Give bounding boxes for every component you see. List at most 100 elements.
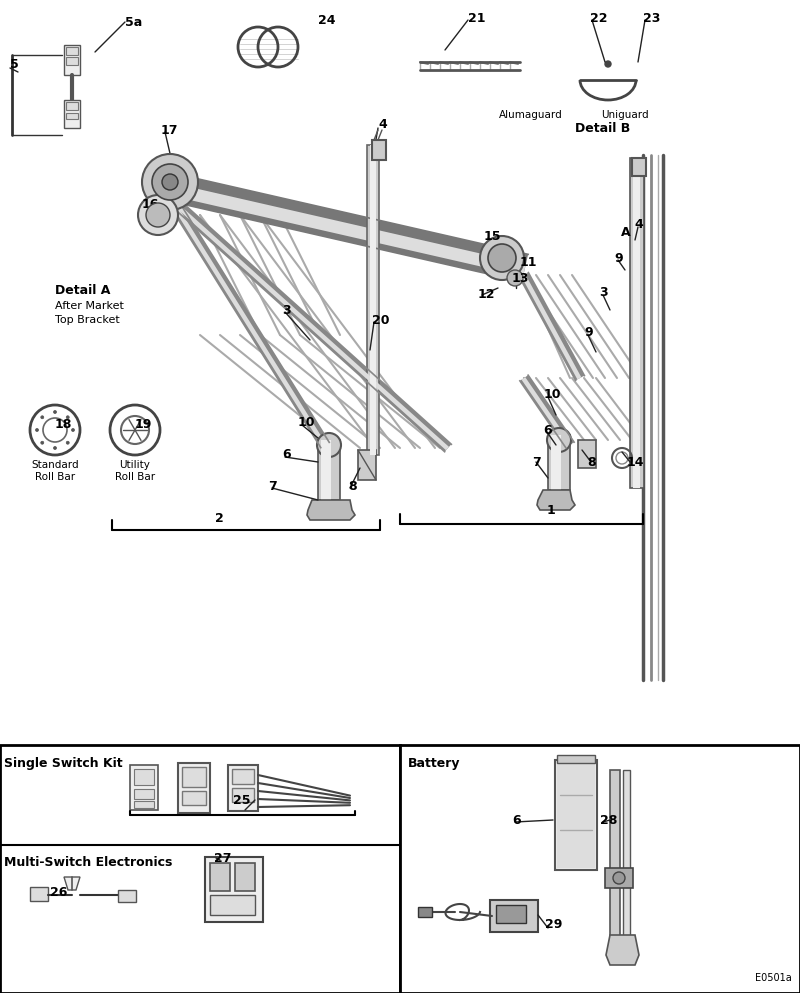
Text: Multi-Switch Electronics: Multi-Switch Electronics — [4, 857, 172, 870]
Text: 8: 8 — [348, 481, 357, 494]
Bar — [551, 435, 561, 490]
Polygon shape — [307, 500, 355, 520]
Bar — [605, 868, 633, 888]
Bar — [182, 767, 206, 787]
Text: 5: 5 — [10, 59, 18, 71]
Bar — [555, 760, 597, 870]
Circle shape — [66, 441, 70, 444]
Bar — [30, 887, 48, 901]
Text: 9: 9 — [614, 251, 622, 264]
Text: A: A — [621, 225, 630, 238]
Text: After Market: After Market — [55, 301, 124, 311]
Circle shape — [41, 441, 44, 444]
Circle shape — [41, 416, 44, 419]
Text: 12: 12 — [478, 289, 495, 302]
Text: 27: 27 — [214, 852, 231, 865]
Text: 5a: 5a — [125, 16, 142, 29]
Bar — [232, 788, 254, 802]
Text: 17: 17 — [161, 123, 178, 136]
Circle shape — [547, 428, 571, 452]
Text: Detail B: Detail B — [575, 121, 630, 134]
Text: 26: 26 — [50, 887, 67, 900]
Bar — [372, 140, 386, 160]
Bar — [578, 440, 596, 468]
Polygon shape — [606, 935, 639, 965]
Circle shape — [66, 416, 70, 419]
Text: 13: 13 — [512, 271, 530, 285]
Bar — [418, 907, 432, 917]
Polygon shape — [173, 184, 526, 276]
Bar — [400, 745, 800, 993]
Text: E0501a: E0501a — [755, 973, 792, 983]
Text: 23: 23 — [643, 12, 660, 25]
Bar — [235, 863, 255, 891]
Circle shape — [507, 270, 523, 286]
Bar — [548, 435, 570, 490]
Text: 19: 19 — [135, 418, 152, 432]
Bar — [130, 765, 158, 810]
Text: 10: 10 — [298, 416, 315, 430]
Bar — [496, 905, 526, 923]
Bar — [490, 900, 538, 932]
Bar — [321, 440, 331, 500]
Text: 18: 18 — [55, 418, 72, 432]
Text: 9: 9 — [584, 327, 593, 340]
Text: 7: 7 — [532, 456, 541, 469]
Circle shape — [613, 872, 625, 884]
Bar — [370, 145, 376, 455]
Text: 4: 4 — [378, 118, 386, 131]
Bar — [66, 47, 78, 55]
Bar — [178, 763, 210, 813]
Text: Roll Bar: Roll Bar — [115, 472, 155, 482]
Text: Single Switch Kit: Single Switch Kit — [4, 757, 122, 770]
Text: 14: 14 — [627, 456, 645, 469]
Bar — [210, 895, 255, 915]
Circle shape — [317, 433, 341, 457]
Text: 16: 16 — [142, 199, 159, 212]
Text: 7: 7 — [268, 481, 277, 494]
Bar — [64, 100, 80, 128]
Text: Roll Bar: Roll Bar — [35, 472, 75, 482]
Circle shape — [138, 195, 178, 235]
Text: 29: 29 — [545, 919, 562, 931]
Text: Alumaguard: Alumaguard — [499, 110, 562, 120]
Polygon shape — [520, 375, 574, 448]
Bar — [134, 789, 154, 799]
Bar — [232, 769, 254, 784]
Bar — [134, 801, 154, 808]
Text: Top Bracket: Top Bracket — [55, 315, 120, 325]
Text: 25: 25 — [233, 793, 250, 806]
Polygon shape — [64, 877, 80, 890]
Text: 10: 10 — [544, 388, 562, 401]
Text: 6: 6 — [543, 423, 552, 437]
Text: 21: 21 — [468, 12, 486, 25]
Text: 28: 28 — [600, 813, 618, 826]
Circle shape — [54, 447, 57, 450]
Circle shape — [146, 203, 170, 227]
Bar — [632, 158, 646, 176]
Bar — [358, 450, 376, 480]
Text: 1: 1 — [547, 503, 556, 516]
Text: Utility: Utility — [119, 460, 150, 470]
Circle shape — [54, 410, 57, 413]
Bar — [633, 158, 640, 488]
Text: 11: 11 — [520, 255, 538, 268]
Bar — [367, 145, 379, 455]
Bar — [134, 769, 154, 785]
Bar — [623, 770, 630, 945]
Bar — [210, 863, 230, 891]
Polygon shape — [170, 199, 449, 450]
Text: 2: 2 — [215, 511, 224, 524]
Bar — [205, 857, 263, 922]
Text: 4: 4 — [634, 218, 642, 231]
Text: 24: 24 — [318, 14, 335, 27]
Text: 6: 6 — [512, 813, 521, 826]
Text: 20: 20 — [372, 314, 390, 327]
Text: 22: 22 — [590, 12, 607, 25]
Circle shape — [35, 429, 38, 432]
Bar — [66, 102, 78, 110]
Circle shape — [480, 236, 524, 280]
Text: 8: 8 — [587, 456, 596, 469]
Polygon shape — [170, 200, 326, 447]
Bar — [0, 745, 400, 993]
